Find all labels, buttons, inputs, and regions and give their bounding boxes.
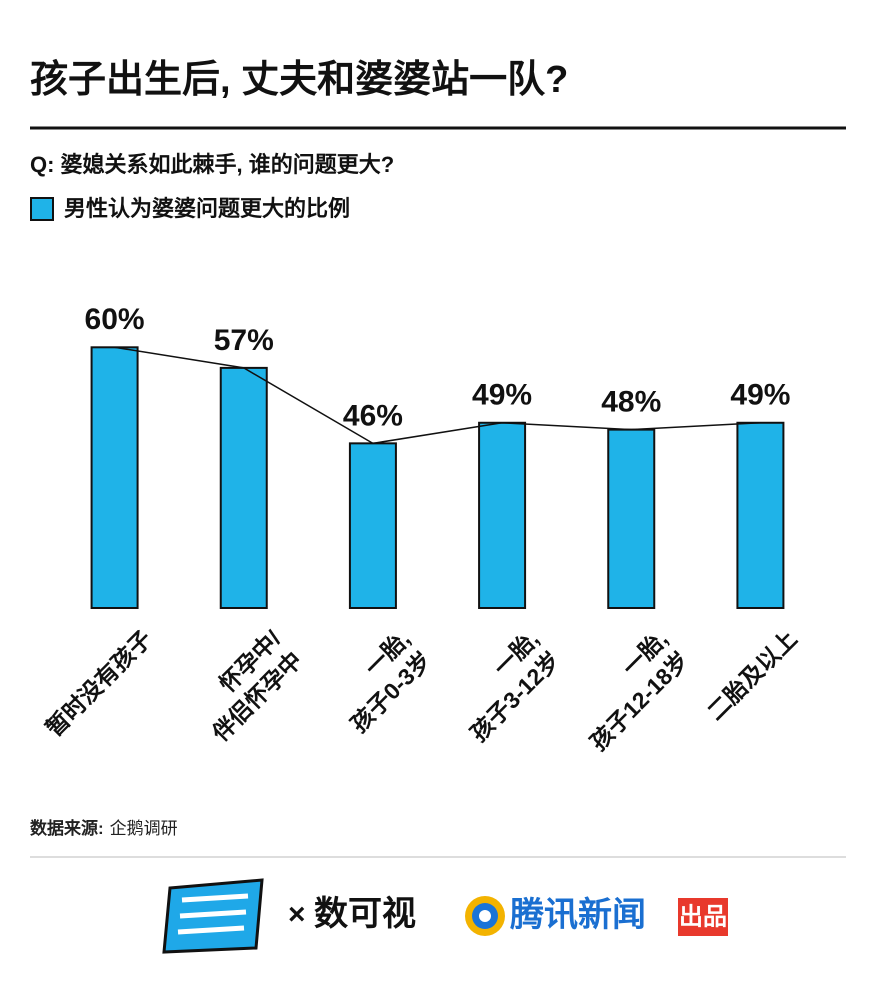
subtitle: Q: 婆媳关系如此棘手, 谁的问题更大? (30, 152, 394, 177)
value-label: 49% (730, 379, 790, 412)
bar (736, 421, 785, 610)
bar (478, 421, 527, 610)
logo-left (162, 878, 264, 954)
source: 数据来源: 企鹅调研 (30, 818, 178, 838)
value-label: 48% (601, 386, 661, 419)
footer-brand: 腾讯新闻 (510, 896, 646, 934)
chart-title: 孩子出生后, 丈夫和婆婆站一队? (30, 59, 568, 101)
footer-partner: 数可视 (314, 895, 416, 933)
bar (90, 346, 139, 609)
value-label: 60% (85, 303, 145, 336)
source-label: 数据来源: (30, 818, 104, 838)
footer-cross: × (288, 898, 306, 931)
legend-swatch (30, 197, 54, 221)
value-label: 46% (343, 399, 403, 432)
value-label: 49% (472, 379, 532, 412)
tencent-logo (465, 896, 505, 936)
trend-line (114, 346, 761, 445)
badge-bg (678, 898, 728, 936)
bar (607, 428, 656, 609)
legend-label: 男性认为婆婆问题更大的比例 (64, 196, 350, 221)
footer-badge: 出品 (679, 903, 727, 930)
source-value: 企鹅调研 (110, 819, 178, 838)
value-label: 57% (214, 324, 274, 357)
bar (219, 366, 268, 609)
bar (348, 442, 397, 610)
